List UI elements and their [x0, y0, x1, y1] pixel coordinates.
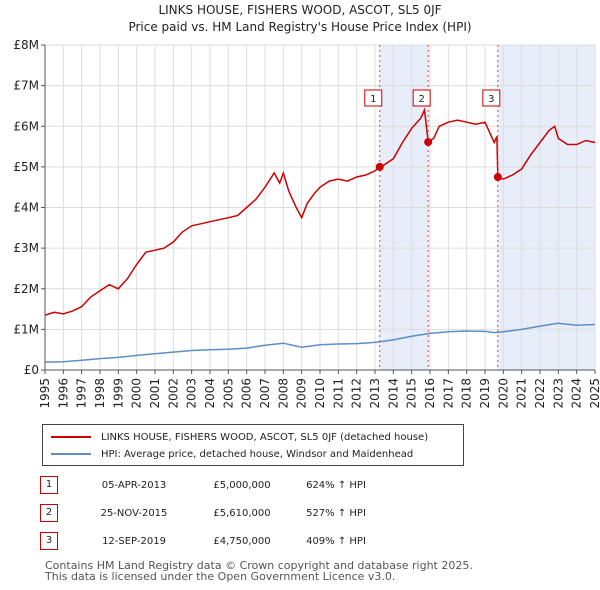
x-tick-label: 1997 [75, 378, 89, 409]
legend-item-property: LINKS HOUSE, FISHERS WOOD, ASCOT, SL5 0J… [51, 429, 428, 445]
sale-date: 05-APR-2013 [101, 479, 167, 491]
y-tick-label: £1M [13, 322, 39, 336]
x-tick-label: 1995 [38, 378, 52, 409]
footer-licence: This data is licensed under the Open Gov… [45, 570, 396, 583]
sale-date: 25-NOV-2015 [100, 507, 168, 519]
x-tick-label: 2010 [313, 378, 327, 409]
y-tick-label: £3M [13, 241, 39, 255]
x-tick-label: 2017 [441, 378, 455, 409]
x-tick-label: 2022 [533, 378, 547, 409]
y-tick-label: £4M [13, 201, 39, 215]
sale-date: 12-SEP-2019 [102, 535, 166, 547]
y-tick-label: £5M [13, 160, 39, 174]
price-chart: 1 2 3 £0 £1M £2M £3M £4M £5M £6M £7M £8M 1995 1996 19… [13, 38, 600, 409]
x-tick-label: 2020 [496, 378, 510, 409]
legend: LINKS HOUSE, FISHERS WOOD, ASCOT, SL5 0J… [42, 424, 464, 466]
x-tick-label: 2004 [203, 378, 217, 409]
legend-swatch-property [51, 436, 91, 438]
y-tick-label: £7M [13, 79, 39, 93]
x-tick-label: 2024 [570, 378, 584, 409]
sale-label-box [364, 89, 383, 107]
x-tick-label: 2008 [276, 378, 290, 409]
sale-label-number: 1 [370, 94, 376, 105]
legend-swatch-hpi [51, 453, 91, 455]
sale-hpi-change: 624% ↑ HPI [306, 479, 366, 491]
y-tick-label: £2M [13, 282, 39, 296]
x-tick-label: 2002 [166, 378, 180, 409]
x-tick-label: 2015 [405, 378, 419, 409]
x-tick-label: 2016 [423, 378, 437, 409]
x-tick-label: 2011 [331, 378, 345, 409]
sale-label-number: 2 [418, 94, 424, 105]
footer-copyright: Contains HM Land Registry data © Crown c… [45, 559, 473, 572]
x-tick-label: 2019 [478, 378, 492, 409]
sale-label-box [482, 89, 501, 107]
table-row: 2 25-NOV-2015 £5,610,000 527% ↑ HPI [40, 499, 386, 527]
sale-hpi-change: 409% ↑ HPI [306, 535, 366, 547]
x-tick-label: 1999 [111, 378, 125, 409]
x-tick-label: 2005 [221, 378, 235, 409]
legend-label-hpi: HPI: Average price, detached house, Wind… [101, 448, 414, 460]
chart-subtitle: Price paid vs. HM Land Registry's House … [128, 20, 472, 34]
sale-number-badge: 3 [40, 532, 58, 550]
footer: Contains HM Land Registry data © Crown c… [45, 560, 473, 582]
sale-point [375, 162, 384, 171]
sale-number-badge: 1 [40, 476, 58, 494]
x-tick-label: 2000 [130, 378, 144, 409]
chart-title: LINKS HOUSE, FISHERS WOOD, ASCOT, SL5 0J… [158, 3, 442, 17]
x-tick-label: 2003 [185, 378, 199, 409]
sale-point [424, 138, 433, 147]
x-tick-label: 2018 [460, 378, 474, 409]
sales-table: 1 05-APR-2013 £5,000,000 624% ↑ HPI 2 25… [40, 471, 386, 555]
table-row: 1 05-APR-2013 £5,000,000 624% ↑ HPI [40, 471, 386, 499]
x-tick-label: 2014 [386, 378, 400, 409]
x-tick-label: 2001 [148, 378, 162, 409]
x-tick-label: 2007 [258, 378, 272, 409]
x-tick-label: 1998 [93, 378, 107, 409]
x-tick-label: 2025 [588, 378, 600, 409]
y-tick-label: £8M [13, 38, 39, 52]
sale-price: £4,750,000 [213, 535, 271, 547]
x-tick-label: 2013 [368, 378, 382, 409]
hpi-line [44, 322, 596, 363]
y-tick-label: £6M [13, 119, 39, 133]
legend-item-hpi: HPI: Average price, detached house, Wind… [51, 446, 413, 462]
x-tick-label: 2009 [295, 378, 309, 409]
sale-point [493, 173, 502, 182]
x-tick-label: 2012 [350, 378, 364, 409]
x-tick-label: 2023 [551, 378, 565, 409]
sale-hpi-change: 527% ↑ HPI [306, 507, 366, 519]
sale-label-box [412, 89, 431, 107]
sale-price: £5,610,000 [213, 507, 271, 519]
x-tick-label: 1996 [56, 378, 70, 409]
table-row: 3 12-SEP-2019 £4,750,000 409% ↑ HPI [40, 527, 386, 555]
sale-price: £5,000,000 [213, 479, 271, 491]
sale-label-number: 3 [488, 94, 494, 105]
x-tick-label: 2021 [515, 378, 529, 409]
y-tick-label: £0 [24, 363, 39, 377]
sale-number-badge: 2 [40, 504, 58, 522]
x-tick-label: 2006 [240, 378, 254, 409]
legend-label-property: LINKS HOUSE, FISHERS WOOD, ASCOT, SL5 0J… [101, 431, 429, 443]
